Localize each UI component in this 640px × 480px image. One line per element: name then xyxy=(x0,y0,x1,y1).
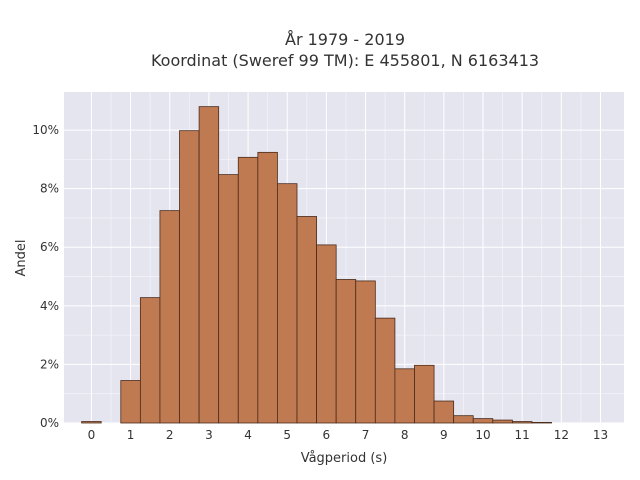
histogram-bar xyxy=(81,421,102,424)
histogram-bar xyxy=(511,421,533,424)
histogram-bar xyxy=(218,174,239,424)
x-tick-label: 3 xyxy=(205,428,213,442)
x-tick-label: 6 xyxy=(323,428,331,442)
x-tick-label: 2 xyxy=(166,428,174,442)
y-tick-label: 6% xyxy=(40,240,59,254)
histogram-bar xyxy=(472,418,494,424)
histogram-bar xyxy=(394,368,415,424)
y-tick-label: 4% xyxy=(40,299,59,313)
histogram-bar xyxy=(120,380,141,424)
x-tick-label: 8 xyxy=(401,428,409,442)
histogram-bar xyxy=(433,400,455,424)
chart-title-line-2: Koordinat (Sweref 99 TM): E 455801, N 61… xyxy=(151,51,539,70)
histogram-bar xyxy=(277,183,298,424)
histogram-bar xyxy=(355,280,376,424)
histogram-bar xyxy=(198,106,220,424)
y-tick-label: 10% xyxy=(32,123,59,137)
histogram-bar xyxy=(335,279,357,424)
y-tick-label: 0% xyxy=(40,416,59,430)
histogram-bar xyxy=(414,364,435,424)
histogram-bar xyxy=(492,419,513,424)
x-tick-label: 4 xyxy=(244,428,252,442)
x-tick-label: 0 xyxy=(88,428,96,442)
x-tick-label: 12 xyxy=(554,428,569,442)
histogram-bars xyxy=(81,106,552,424)
histogram-bar xyxy=(453,415,474,424)
histogram-bar xyxy=(237,156,259,424)
x-axis-label: Vågperiod (s) xyxy=(301,451,388,466)
x-tick-label: 11 xyxy=(515,428,530,442)
histogram-bar xyxy=(257,151,278,424)
x-tick-label: 10 xyxy=(475,428,490,442)
x-tick-label: 7 xyxy=(362,428,370,442)
y-tick-label: 2% xyxy=(40,357,59,371)
histogram-bar xyxy=(531,422,552,424)
y-axis-ticks: 0% 2% 4% 6% 8% 10% xyxy=(32,123,59,430)
histogram-bar xyxy=(139,297,161,424)
x-tick-label: 13 xyxy=(593,428,608,442)
histogram-bar xyxy=(159,210,180,424)
histogram-bar xyxy=(316,244,337,424)
x-axis-ticks: 0 1 2 3 4 5 6 7 8 9 10 11 12 13 xyxy=(88,428,609,442)
histogram-bar xyxy=(179,130,200,424)
histogram-bar xyxy=(374,317,396,424)
x-tick-label: 5 xyxy=(283,428,291,442)
y-axis-label: Andel xyxy=(14,240,29,277)
chart-title-line-1: År 1979 - 2019 xyxy=(285,30,405,49)
x-tick-label: 9 xyxy=(440,428,448,442)
y-tick-label: 8% xyxy=(40,182,59,196)
x-tick-label: 1 xyxy=(127,428,135,442)
histogram-bar xyxy=(296,216,317,424)
